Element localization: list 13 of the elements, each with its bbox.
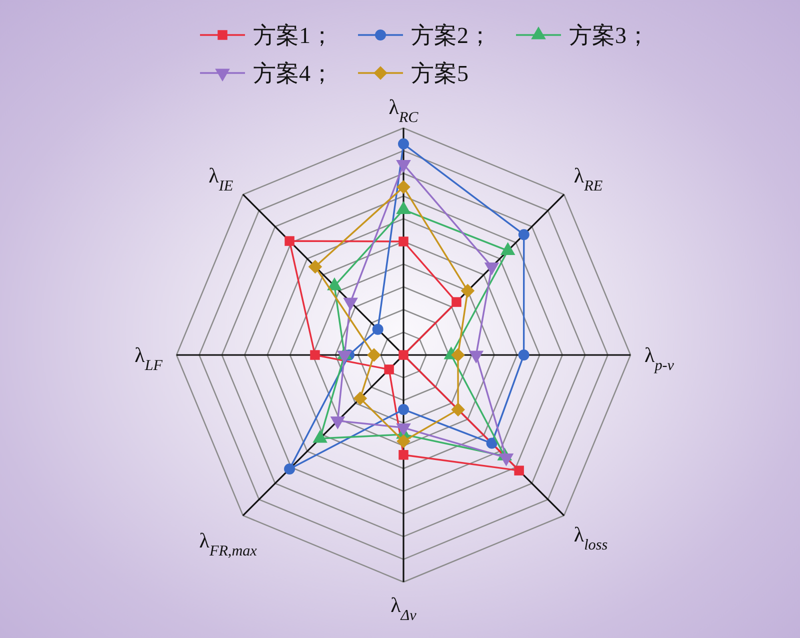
legend-label: 方案1； (253, 23, 334, 48)
legend-label: 方案3； (569, 23, 650, 48)
spoke-label: λ$_{RE}$ (574, 164, 603, 195)
spoke-label: λ$_{IE}$ (208, 164, 234, 195)
spoke-label: λ$_{loss}$ (574, 522, 608, 554)
spoke-label: λ$_{Δv}$ (390, 593, 417, 624)
legend-label: 方案4； (253, 61, 334, 86)
legend-label: 方案5 (411, 61, 468, 86)
spoke-label: λ$_{p-v}$ (644, 343, 674, 374)
spoke-label: λ$_{RC}$ (388, 95, 420, 126)
spoke-label: λ$_{LF}$ (134, 343, 164, 374)
spoke-label: λ$_{FR,max}$ (199, 528, 258, 560)
legend-label: 方案2； (411, 23, 492, 48)
